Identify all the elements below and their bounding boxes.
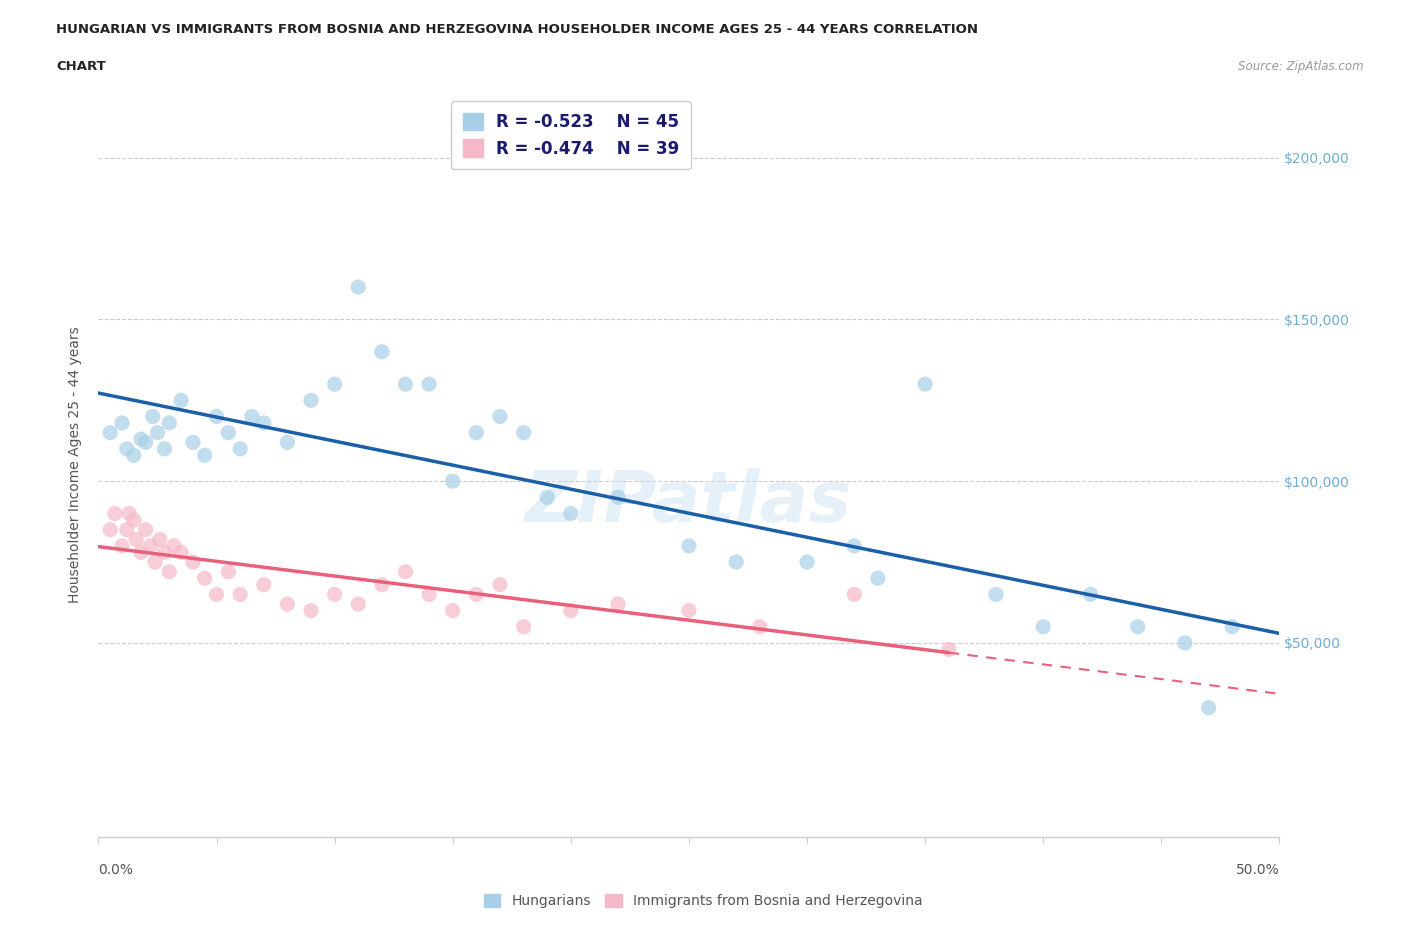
Point: [149, 532, 172, 547]
Point: [1080, 587, 1102, 602]
Point: [748, 619, 770, 634]
Text: ZIPatlas: ZIPatlas: [526, 468, 852, 537]
Text: HUNGARIAN VS IMMIGRANTS FROM BOSNIA AND HERZEGOVINA HOUSEHOLDER INCOME AGES 25 -: HUNGARIAN VS IMMIGRANTS FROM BOSNIA AND …: [56, 23, 979, 36]
Point: [1126, 619, 1149, 634]
Y-axis label: Householder Income Ages 25 - 44 years: Householder Income Ages 25 - 44 years: [69, 326, 83, 604]
Point: [194, 448, 217, 463]
Point: [276, 597, 298, 612]
Point: [536, 490, 558, 505]
Point: [205, 587, 228, 602]
Point: [170, 545, 193, 560]
Point: [394, 565, 416, 579]
Point: [157, 565, 180, 579]
Point: [139, 538, 162, 553]
Point: [122, 448, 145, 463]
Point: [418, 587, 440, 602]
Point: [253, 416, 276, 431]
Point: [796, 554, 818, 569]
Point: [181, 435, 204, 450]
Point: [323, 587, 346, 602]
Point: [347, 280, 370, 295]
Point: [489, 578, 512, 592]
Point: [299, 392, 322, 407]
Point: [157, 416, 180, 431]
Point: [678, 604, 700, 618]
Point: [229, 442, 252, 457]
Point: [1032, 619, 1054, 634]
Point: [143, 554, 166, 569]
Point: [725, 554, 748, 569]
Point: [866, 571, 889, 586]
Point: [844, 538, 866, 553]
Point: [394, 377, 416, 392]
Text: Source: ZipAtlas.com: Source: ZipAtlas.com: [1239, 60, 1364, 73]
Point: [205, 409, 228, 424]
Point: [98, 523, 121, 538]
Point: [938, 642, 960, 657]
Text: 0.0%: 0.0%: [98, 862, 134, 877]
Text: 50.0%: 50.0%: [1236, 862, 1279, 877]
Point: [170, 392, 193, 407]
Point: [217, 565, 239, 579]
Point: [347, 597, 370, 612]
Point: [111, 416, 134, 431]
Point: [465, 587, 488, 602]
Point: [115, 442, 138, 457]
Point: [441, 604, 464, 618]
Point: [125, 532, 148, 547]
Point: [1174, 635, 1197, 650]
Point: [1220, 619, 1243, 634]
Point: [194, 571, 217, 586]
Point: [441, 473, 464, 488]
Point: [115, 523, 138, 538]
Text: CHART: CHART: [56, 60, 105, 73]
Point: [104, 506, 127, 521]
Point: [240, 409, 263, 424]
Point: [1198, 700, 1220, 715]
Point: [465, 425, 488, 440]
Point: [163, 538, 186, 553]
Point: [984, 587, 1007, 602]
Point: [560, 506, 582, 521]
Point: [607, 597, 630, 612]
Point: [371, 578, 394, 592]
Point: [135, 435, 157, 450]
Point: [135, 523, 157, 538]
Point: [146, 425, 169, 440]
Point: [299, 604, 322, 618]
Point: [512, 619, 534, 634]
Point: [217, 425, 239, 440]
Point: [512, 425, 534, 440]
Point: [418, 377, 440, 392]
Point: [607, 490, 630, 505]
Point: [118, 506, 141, 521]
Point: [229, 587, 252, 602]
Point: [111, 538, 134, 553]
Point: [122, 512, 145, 527]
Point: [678, 538, 700, 553]
Legend: R = -0.523    N = 45, R = -0.474    N = 39: R = -0.523 N = 45, R = -0.474 N = 39: [451, 101, 690, 169]
Point: [914, 377, 936, 392]
Point: [181, 554, 204, 569]
Point: [129, 545, 152, 560]
Point: [129, 432, 152, 446]
Legend: Hungarians, Immigrants from Bosnia and Herzegovina: Hungarians, Immigrants from Bosnia and H…: [478, 888, 928, 914]
Point: [560, 604, 582, 618]
Point: [98, 425, 121, 440]
Point: [153, 442, 176, 457]
Point: [142, 409, 165, 424]
Point: [253, 578, 276, 592]
Point: [489, 409, 512, 424]
Point: [153, 545, 176, 560]
Point: [844, 587, 866, 602]
Point: [371, 344, 394, 359]
Point: [276, 435, 298, 450]
Point: [323, 377, 346, 392]
